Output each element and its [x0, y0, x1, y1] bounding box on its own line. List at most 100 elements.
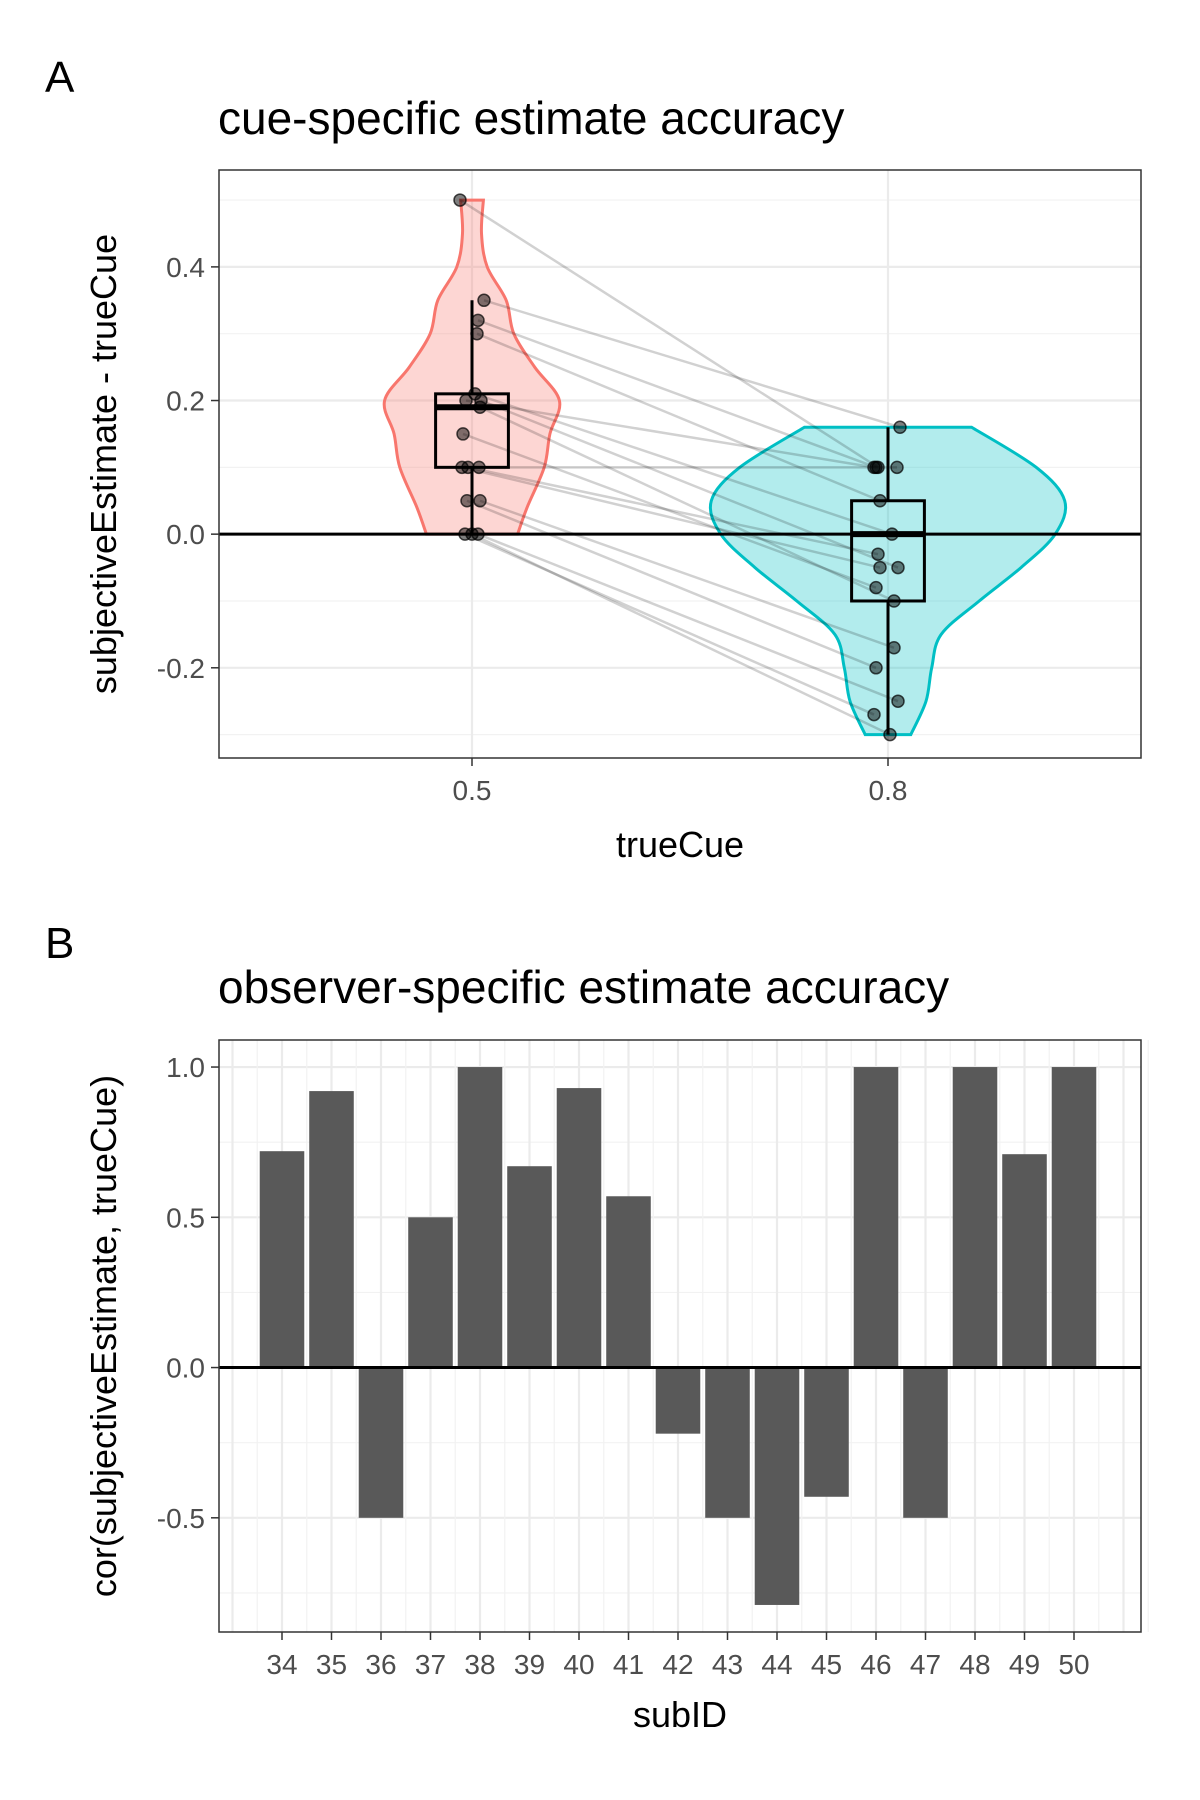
panel-b-letter: B — [45, 919, 74, 968]
point-0-5 — [456, 427, 470, 441]
violin-0-8 — [708, 425, 1068, 737]
bar-subid-47 — [903, 1367, 948, 1518]
y-tick-label: 0.0 — [166, 519, 205, 550]
point-0-8 — [869, 580, 883, 595]
x-tick-label: 44 — [761, 1649, 792, 1680]
point-0-5 — [465, 527, 479, 541]
x-tick-label: 45 — [811, 1649, 842, 1680]
point-0-8 — [871, 547, 885, 561]
point-0-8 — [887, 594, 901, 608]
point-0-8 — [869, 661, 883, 675]
bar-subid-49 — [1002, 1154, 1047, 1368]
bar-subid-41 — [606, 1196, 651, 1368]
panel-a-y-axis-title: subjectiveEstimate - trueCue — [83, 234, 124, 694]
paired-line — [480, 399, 899, 569]
point-0-5 — [470, 326, 484, 341]
panel-b-bars — [259, 1067, 1097, 1605]
point-0-5 — [459, 393, 473, 408]
paired-line — [467, 466, 879, 556]
point-0-8 — [885, 527, 899, 541]
panel-a-plot-area — [219, 170, 1141, 758]
point-0-5 — [455, 460, 469, 475]
bar-subid-43 — [705, 1367, 750, 1518]
x-tick-label: 41 — [613, 1649, 644, 1680]
point-0-8 — [867, 707, 881, 722]
paired-line — [476, 332, 881, 502]
x-tick-label: 39 — [514, 1649, 545, 1680]
x-tick-label: 42 — [662, 1649, 693, 1680]
x-tick-label: 0.5 — [453, 775, 492, 806]
panel-a-paired-lines — [459, 199, 901, 736]
paired-line — [459, 199, 879, 469]
bar-subid-44 — [754, 1367, 800, 1605]
point-0-5 — [460, 494, 474, 508]
panel-a-letter: A — [45, 53, 75, 102]
bar-subid-34 — [259, 1151, 305, 1368]
panel-a-frame — [218, 169, 1142, 759]
x-tick-label: 46 — [860, 1649, 891, 1680]
point-0-8 — [890, 460, 904, 475]
point-0-8 — [887, 641, 901, 655]
y-tick-label: -0.5 — [157, 1503, 205, 1534]
panel-a-x-ticks: 0.5 0.8 — [453, 758, 908, 806]
point-0-5 — [473, 494, 487, 508]
paired-line — [461, 466, 881, 569]
y-tick-label: 0.2 — [166, 386, 205, 417]
x-tick-label: 36 — [365, 1649, 396, 1680]
panel-b-x-axis-title: subID — [633, 1694, 727, 1735]
point-0-5 — [477, 293, 491, 308]
panel-b-x-ticks: 34 35 36 37 38 39 40 41 42 43 44 45 46 47 48 49 50 — [266, 1632, 1090, 1680]
panel-a-points — [453, 193, 907, 742]
point-0-8 — [891, 560, 905, 575]
y-tick-label: 0.0 — [166, 1353, 205, 1384]
point-0-8 — [891, 694, 905, 708]
bar-subid-40 — [556, 1088, 602, 1368]
bar-subid-48 — [952, 1067, 998, 1368]
bar-subid-36 — [358, 1367, 404, 1518]
panel-a-y-ticks: -0.2 0.0 0.2 0.4 — [157, 252, 219, 684]
x-tick-label: 43 — [712, 1649, 743, 1680]
bar-subid-46 — [853, 1067, 899, 1368]
x-tick-label: 40 — [563, 1649, 594, 1680]
x-tick-label: 38 — [464, 1649, 495, 1680]
paired-line — [464, 533, 875, 716]
bar-subid-45 — [804, 1367, 849, 1497]
y-tick-label: 1.0 — [166, 1052, 205, 1083]
x-tick-label: 37 — [415, 1649, 446, 1680]
bar-subid-37 — [408, 1217, 453, 1368]
x-tick-label: 50 — [1058, 1649, 1089, 1680]
panel-b-y-axis-title: cor(subjectiveEstimate, trueCue) — [83, 1075, 124, 1597]
y-tick-label: 0.4 — [166, 252, 205, 283]
panel-a: A cue-specific estimate accuracy -0.2 0.0… — [45, 53, 1142, 865]
panel-a-x-axis-title: trueCue — [616, 824, 744, 865]
x-tick-label: 47 — [910, 1649, 941, 1680]
point-0-5 — [453, 193, 467, 207]
paired-line — [479, 406, 895, 603]
bar-subid-39 — [507, 1166, 552, 1368]
bar-subid-50 — [1051, 1067, 1097, 1368]
point-0-8 — [893, 420, 907, 434]
paired-line — [462, 432, 877, 589]
panel-b-frame — [218, 1039, 1142, 1633]
paired-line — [465, 399, 875, 469]
paired-line — [477, 319, 877, 469]
point-0-8 — [873, 560, 887, 575]
x-tick-label: 48 — [959, 1649, 990, 1680]
paired-line — [483, 299, 901, 429]
bar-subid-42 — [655, 1367, 701, 1434]
x-tick-label: 35 — [316, 1649, 347, 1680]
y-tick-label: 0.5 — [166, 1202, 205, 1233]
paired-line — [471, 533, 891, 736]
y-tick-label: -0.2 — [157, 653, 205, 684]
panel-b: B observer-specific estimate accuracy -0… — [45, 919, 1149, 1735]
paired-line — [466, 499, 877, 669]
point-0-8 — [867, 460, 881, 475]
bar-subid-38 — [457, 1067, 503, 1368]
point-0-8 — [873, 494, 887, 508]
panel-b-y-ticks: -0.5 0.0 0.5 1.0 — [157, 1052, 219, 1534]
bar-subid-35 — [309, 1091, 354, 1368]
point-0-8 — [883, 727, 897, 742]
x-tick-label: 0.8 — [869, 775, 908, 806]
paired-line — [477, 532, 899, 703]
